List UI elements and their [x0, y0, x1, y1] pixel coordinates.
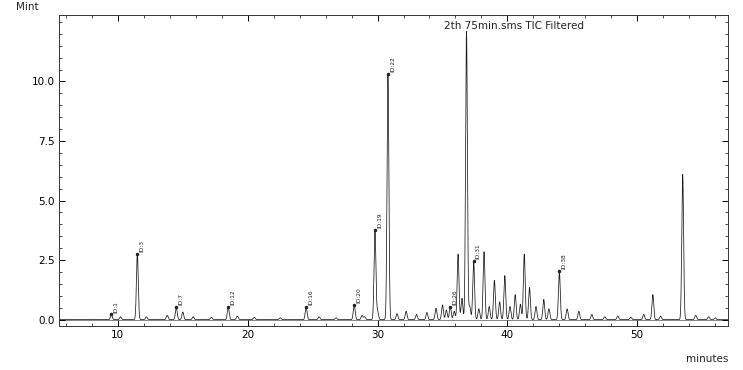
Text: ID:1: ID:1: [114, 301, 118, 313]
Text: ID:38: ID:38: [561, 253, 566, 269]
Text: minutes: minutes: [686, 354, 728, 364]
Text: ID:12: ID:12: [230, 290, 236, 305]
Text: ID:26: ID:26: [452, 289, 457, 305]
Text: ID:22: ID:22: [390, 57, 395, 73]
Text: ID:7: ID:7: [178, 293, 184, 305]
Text: ID:16: ID:16: [308, 290, 313, 305]
Text: ID:20: ID:20: [356, 287, 361, 303]
Text: ID:19: ID:19: [377, 213, 382, 228]
Text: ID:3: ID:3: [139, 240, 144, 252]
Text: Mint: Mint: [16, 2, 39, 12]
Text: 2th 75min.sms TIC Filtered: 2th 75min.sms TIC Filtered: [444, 21, 584, 31]
Text: ID:31: ID:31: [476, 244, 481, 259]
